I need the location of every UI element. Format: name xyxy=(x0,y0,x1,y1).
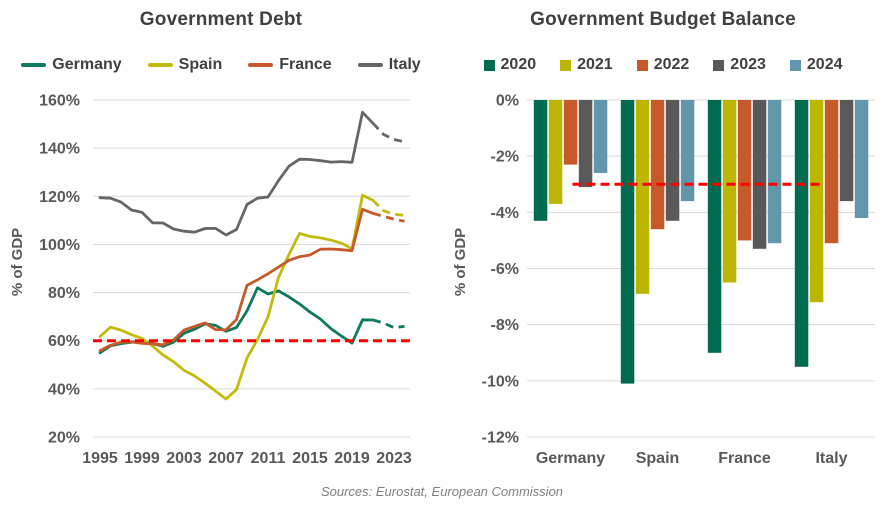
y-tick-label: -2% xyxy=(491,149,519,166)
legend-item-2023: 2023 xyxy=(713,56,766,74)
line-spain xyxy=(98,193,375,401)
budget-balance-legend: 2020 2021 2022 2023 2024 xyxy=(442,56,884,74)
x-tick-label: 2003 xyxy=(166,450,202,467)
line-spain-forecast xyxy=(372,199,405,217)
y-tick-label: 20% xyxy=(48,430,80,447)
bar-italy-2024 xyxy=(854,100,869,218)
legend-item-france: France xyxy=(248,56,332,74)
legend-item-2021: 2021 xyxy=(560,56,613,74)
x-tick-label: 2011 xyxy=(251,450,286,467)
x-tick-label: 1995 xyxy=(82,450,118,467)
bar-france-2023 xyxy=(752,100,767,249)
legend-item-germany: Germany xyxy=(21,56,122,74)
legend-label-2023: 2023 xyxy=(730,56,766,73)
legend-label-2022: 2022 xyxy=(653,56,690,73)
bar-france-2022 xyxy=(737,100,752,241)
legend-label-2024: 2024 xyxy=(806,56,843,73)
y-tick-label: -6% xyxy=(491,261,519,278)
legend-swatch-italy xyxy=(357,63,383,67)
bar-spain-2021 xyxy=(635,100,650,294)
bar-spain-2020 xyxy=(620,100,635,384)
bar-spain-2024 xyxy=(680,100,695,202)
bar-france-2024 xyxy=(767,100,782,244)
bar-spain-2022 xyxy=(650,100,665,230)
x-tick-label: 2015 xyxy=(292,450,328,467)
bar-germany-2020 xyxy=(533,100,548,221)
y-tick-label: 160% xyxy=(39,93,80,110)
y-tick-label: 40% xyxy=(48,381,80,398)
bar-italy-2022 xyxy=(824,100,839,244)
budget-balance-chart-panel: 0% -2% -4% -6% -8% -10% -12% Germany Spain France… xyxy=(442,0,884,475)
y-axis-title: % of GDP xyxy=(9,228,26,296)
legend-swatch-2024 xyxy=(789,59,801,71)
debt-chart-title: Government Debt xyxy=(139,9,303,30)
legend-swatch-2021 xyxy=(560,59,572,71)
bar-italy-2021 xyxy=(809,100,824,303)
legend-item-spain: Spain xyxy=(147,56,223,74)
y-tick-label: 0% xyxy=(496,93,519,110)
bar-italy-2020 xyxy=(794,100,809,367)
x-category-label: France xyxy=(718,450,771,467)
legend-item-2024: 2024 xyxy=(789,56,843,74)
x-tick-label: 1999 xyxy=(124,450,160,467)
bar-germany-2022 xyxy=(563,100,578,165)
line-germany-forecast xyxy=(372,318,405,330)
bar-germany-2021 xyxy=(548,100,563,204)
x-tick-label: 2007 xyxy=(208,450,244,467)
x-category-label: Germany xyxy=(536,450,605,467)
bar-france-2021 xyxy=(722,100,737,283)
y-tick-label: 100% xyxy=(39,237,80,254)
bar-france-2020 xyxy=(707,100,722,353)
legend-label-italy: Italy xyxy=(388,56,421,73)
debt-plot-area: 160% 140% 120% 100% 80% 60% 40% 20%1995 1999 2003… xyxy=(9,93,412,468)
bar-germany-2023 xyxy=(578,100,593,188)
y-tick-label: -10% xyxy=(482,373,519,390)
legend-label-2021: 2021 xyxy=(577,56,613,73)
line-france xyxy=(98,207,375,353)
line-italy-forecast xyxy=(371,122,405,144)
legend-swatch-2023 xyxy=(713,59,725,71)
legend-item-italy: Italy xyxy=(357,56,421,74)
x-tick-label: 2023 xyxy=(376,450,412,467)
y-tick-label: 80% xyxy=(48,285,80,302)
budget-balance-chart-title: Government Budget Balance xyxy=(530,9,796,30)
y-tick-label: -12% xyxy=(482,430,519,447)
y-tick-label: -8% xyxy=(491,317,519,334)
legend-label-spain: Spain xyxy=(178,56,223,73)
bar-spain-2023 xyxy=(665,100,680,221)
legend-label-france: France xyxy=(279,56,332,73)
legend-item-2020: 2020 xyxy=(483,56,537,74)
x-tick-label: 2019 xyxy=(334,450,370,467)
line-france-forecast xyxy=(372,212,405,223)
legend-swatch-2020 xyxy=(483,59,495,71)
legend-swatch-2022 xyxy=(636,59,648,71)
line-italy xyxy=(98,110,375,237)
source-note: Sources: Eurostat, European Commission xyxy=(320,484,564,499)
legend-swatch-germany xyxy=(21,63,47,67)
y-tick-label: 140% xyxy=(39,141,80,158)
debt-legend: Germany Spain France Italy xyxy=(0,56,442,74)
bar-italy-2023 xyxy=(839,100,854,202)
y-axis-title: % of GDP xyxy=(452,228,469,296)
legend-label-germany: Germany xyxy=(52,56,122,73)
x-category-label: Italy xyxy=(815,450,847,467)
y-tick-label: 60% xyxy=(48,333,80,350)
y-tick-label: -4% xyxy=(491,205,519,222)
budget-balance-plot-area: 0% -2% -4% -6% -8% -10% -12% Germany Spain France… xyxy=(452,93,875,467)
debt-chart-panel: 160% 140% 120% 100% 80% 60% 40% 20% 1995 1999 2003… xyxy=(0,0,442,475)
y-tick-label: 120% xyxy=(39,189,80,206)
bar-germany-2024 xyxy=(593,100,608,173)
x-category-label: Spain xyxy=(636,450,680,467)
legend-swatch-france xyxy=(248,63,274,67)
legend-item-2022: 2022 xyxy=(636,56,690,74)
legend-label-2020: 2020 xyxy=(500,56,537,73)
legend-swatch-spain xyxy=(147,63,173,67)
